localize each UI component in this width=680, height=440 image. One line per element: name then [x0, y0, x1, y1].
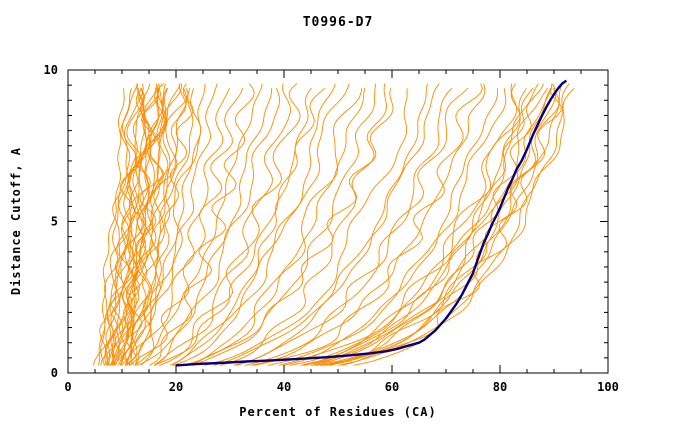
model-curve	[326, 83, 563, 366]
model-curve	[322, 83, 557, 366]
model-curve	[183, 88, 363, 366]
plot-frame	[67, 69, 609, 374]
model-curve	[117, 88, 194, 366]
model-curve	[267, 88, 507, 366]
model-curve	[153, 87, 325, 366]
model-curve	[129, 88, 244, 366]
model-curve	[250, 83, 486, 366]
model-curve	[110, 83, 158, 366]
tick-labels-group: 0 20 40 60 80 100 0 5 10	[44, 63, 619, 394]
model-curve	[99, 83, 144, 366]
model-curve	[114, 88, 169, 366]
model-curve	[289, 83, 539, 366]
model-curve	[125, 83, 218, 366]
model-curve	[128, 83, 187, 366]
y-tick-label: 0	[51, 366, 58, 380]
model-curve	[342, 88, 562, 366]
model-curve	[130, 83, 194, 366]
model-curve	[104, 83, 145, 366]
model-curve	[244, 87, 453, 366]
chart-title: T0996-D7	[303, 15, 374, 30]
model-curve	[134, 88, 231, 366]
x-tick-label: 0	[64, 380, 71, 394]
model-curve	[236, 87, 469, 366]
model-curve	[283, 88, 499, 366]
highlight-curve	[175, 79, 568, 367]
model-curve	[303, 83, 518, 366]
model-curve	[329, 87, 552, 366]
model-curve	[153, 88, 280, 366]
y-tick-label: 5	[51, 215, 58, 229]
model-curve	[112, 83, 182, 366]
y-tick-label: 10	[44, 63, 58, 77]
model-curve	[120, 87, 168, 366]
model-curve	[220, 83, 387, 366]
model-curve	[253, 83, 483, 366]
model-curve	[337, 87, 575, 366]
x-tick-label: 80	[493, 380, 507, 394]
model-curve	[204, 88, 408, 366]
model-curve	[98, 88, 125, 366]
x-tick-label: 100	[597, 380, 619, 394]
model-curve	[159, 83, 301, 366]
x-tick-label: 40	[277, 380, 291, 394]
model-curve	[109, 83, 151, 366]
model-curve	[114, 87, 159, 366]
model-curve	[120, 83, 206, 366]
model-curve	[188, 88, 394, 366]
model-curve	[92, 83, 139, 366]
model-curve	[233, 83, 428, 366]
model-curve	[107, 88, 148, 366]
model-curve	[135, 83, 263, 366]
highlight-curve-group	[175, 79, 568, 367]
model-curve	[319, 87, 560, 366]
x-tick-label: 60	[385, 380, 399, 394]
y-axis-label: Distance Cutoff, A	[9, 147, 23, 295]
x-axis-label: Percent of Residues (CA)	[239, 405, 436, 419]
model-curve	[169, 83, 350, 366]
model-curve	[193, 83, 377, 366]
model-curve	[213, 83, 440, 366]
model-curve	[190, 88, 366, 366]
model-curve	[278, 83, 521, 366]
axes-group	[67, 69, 609, 374]
model-curve	[315, 83, 544, 366]
model-curve	[173, 83, 336, 366]
model-curves-group	[92, 83, 575, 366]
model-curve	[171, 87, 312, 366]
model-curve	[149, 83, 255, 366]
model-curve	[119, 88, 159, 366]
model-curve	[153, 83, 291, 366]
model-curve	[310, 87, 549, 366]
x-tick-label: 20	[169, 380, 183, 394]
